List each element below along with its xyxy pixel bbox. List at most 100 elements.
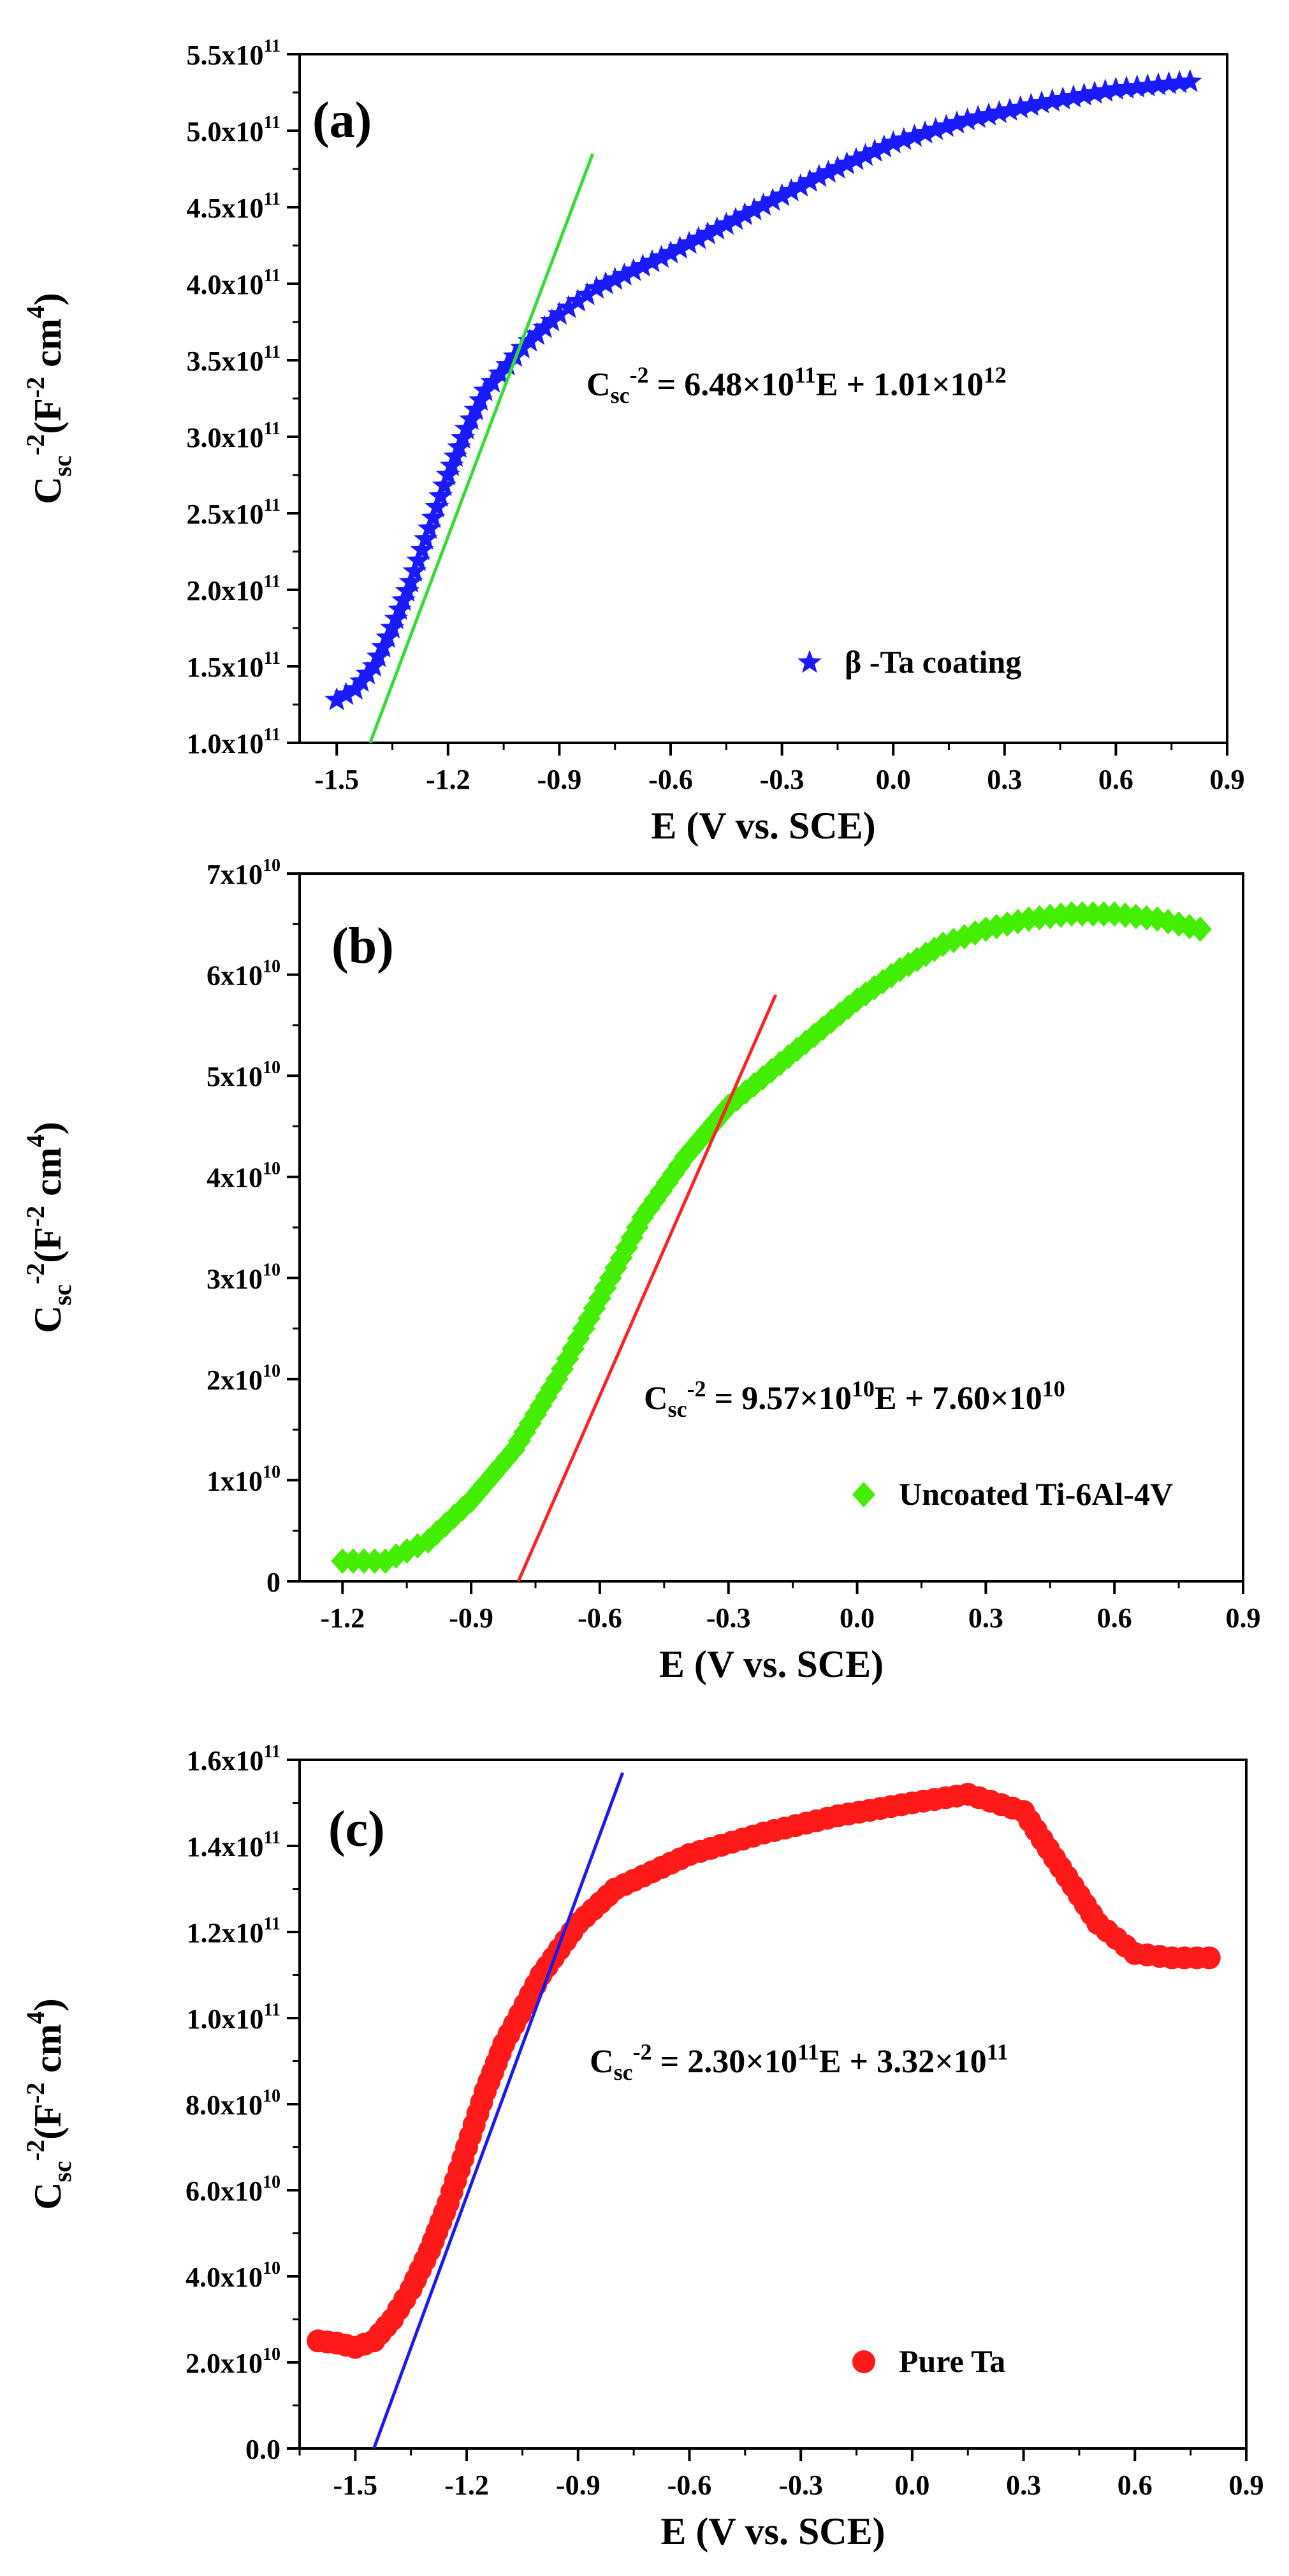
- y-tick-label: 1.0x1011: [187, 725, 280, 759]
- data-point: [891, 127, 916, 150]
- y-tick-label: 1.0x1011: [187, 2000, 280, 2035]
- y-tick-label: 5.0x1011: [187, 113, 280, 147]
- data-point: [432, 472, 456, 496]
- panel-label: (b): [331, 918, 394, 974]
- data-point: [998, 98, 1023, 121]
- data-point: [612, 262, 637, 286]
- data-point: [853, 143, 878, 166]
- x-axis-label: E (V vs. SCE): [659, 1643, 884, 1685]
- data-point: [816, 159, 841, 183]
- data-point: [417, 516, 442, 539]
- data-point: [1177, 69, 1202, 92]
- data-point: [388, 597, 412, 620]
- x-tick-label: 0.6: [1118, 2470, 1153, 2501]
- y-tick-label: 2.5x1011: [187, 495, 280, 530]
- data-point: [686, 226, 711, 249]
- data-point: [443, 444, 468, 467]
- data-point: [797, 168, 822, 192]
- data-point: [761, 187, 785, 211]
- data-point: [1082, 80, 1107, 104]
- data-point: [704, 216, 729, 240]
- data-point: [435, 462, 460, 486]
- data-point: [834, 151, 859, 175]
- data-point: [806, 164, 831, 187]
- legend-label: Pure Ta: [899, 2343, 1005, 2379]
- data-point: [923, 117, 948, 140]
- data-point: [1061, 84, 1086, 108]
- x-tick-label: -0.3: [760, 764, 805, 795]
- data-point: [732, 202, 757, 226]
- legend: β -Ta coating: [797, 644, 1021, 680]
- x-tick-label: 0.0: [840, 1602, 875, 1634]
- data-point: [649, 244, 674, 268]
- data-point: [788, 173, 813, 197]
- data-point: [1051, 86, 1075, 110]
- x-tick-label: -0.9: [537, 764, 582, 795]
- x-tick-label: -0.3: [778, 2470, 823, 2501]
- x-tick-label: -0.9: [449, 1602, 493, 1634]
- data-point: [863, 138, 887, 162]
- x-tick-label: -0.9: [556, 2470, 601, 2501]
- data-point: [871, 134, 896, 157]
- x-tick-label: -0.3: [706, 1602, 751, 1634]
- data-point: [1019, 92, 1044, 116]
- panel-c: -1.5 -1.2 -0.9 -0.6 -0.3 0.0 0.3 0.6 0.9 0.0 2.0x1…: [21, 1742, 1264, 2552]
- data-point: [639, 249, 664, 272]
- data-point: [1030, 90, 1054, 113]
- x-tick-label: -1.2: [320, 1602, 365, 1634]
- y-tick-label: 1x1010: [207, 1462, 280, 1497]
- data-point: [602, 267, 627, 290]
- data-point: [1040, 88, 1065, 112]
- legend: Pure Ta: [852, 2343, 1005, 2379]
- y-tick-label: 1.4x1011: [187, 1828, 280, 1862]
- x-tick-label: 0.6: [1097, 1602, 1132, 1634]
- data-point: [421, 505, 446, 529]
- data-point: [565, 288, 590, 312]
- y-tick-label: 4.5x1011: [187, 189, 280, 224]
- data-point: [575, 282, 600, 305]
- y-axis-label: Csc-2(F-2 cm4): [21, 293, 76, 504]
- data-point: [934, 113, 959, 137]
- x-tick-label: -1.2: [426, 764, 470, 795]
- fit-line: [516, 994, 778, 1583]
- data-point: [913, 120, 938, 143]
- x-tick-label: -0.6: [648, 764, 693, 795]
- x-tick-label: 0.0: [876, 764, 911, 795]
- x-axis-label: E (V vs. SCE): [651, 805, 875, 847]
- data-point: [677, 231, 702, 254]
- data-point: [473, 378, 497, 402]
- data-point: [1103, 77, 1128, 100]
- y-tick-label: 8.0x1010: [186, 2086, 280, 2121]
- data-point: [447, 434, 472, 458]
- data-point: [1008, 95, 1033, 119]
- data-point: [723, 207, 748, 230]
- x-tick-label: 0.3: [987, 764, 1022, 795]
- data-point: [439, 453, 464, 476]
- x-tick-label: 0.3: [968, 1602, 1003, 1634]
- data-point: [825, 155, 850, 179]
- data-point: [659, 240, 683, 264]
- y-tick-label: 2.0x1011: [187, 572, 280, 606]
- data-point: [695, 221, 720, 245]
- data-point: [769, 183, 794, 207]
- x-tick-label: 0.9: [1210, 764, 1245, 795]
- legend-marker: [852, 2350, 875, 2373]
- data-point: [384, 606, 409, 629]
- x-tick-label: 0.9: [1226, 1602, 1261, 1634]
- data-point: [410, 537, 435, 560]
- data-point: [517, 328, 542, 352]
- data-point: [945, 110, 969, 134]
- y-axis-label: Csc-2(F-2 cm4): [21, 1122, 76, 1333]
- data-point: [480, 369, 505, 393]
- legend-marker: [797, 650, 822, 673]
- y-axis-label: Csc-2(F-2 cm4): [21, 1998, 76, 2210]
- data-point: [751, 193, 776, 216]
- y-tick-label: 4x1010: [207, 1159, 280, 1194]
- data-point: [594, 271, 618, 295]
- x-axis-label: E (V vs. SCE): [660, 2510, 885, 2552]
- data-point: [630, 253, 655, 277]
- fit-line: [372, 1772, 624, 2449]
- data-point: [495, 352, 520, 376]
- data-series: [324, 69, 1202, 710]
- x-tick-label: 0.3: [1006, 2470, 1041, 2501]
